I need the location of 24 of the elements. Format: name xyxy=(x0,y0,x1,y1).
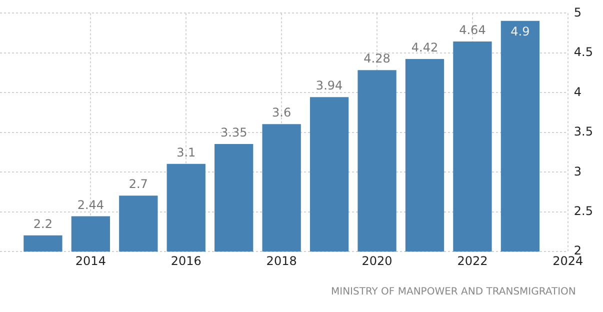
x-tick-label: 2022 xyxy=(457,254,488,268)
data-label: 4.28 xyxy=(364,52,390,66)
data-label: 2.7 xyxy=(128,177,148,192)
data-label: 4.64 xyxy=(459,22,486,37)
data-label: 3.35 xyxy=(220,125,248,140)
x-tick-label: 2014 xyxy=(75,254,106,268)
data-label: 4.9 xyxy=(510,24,530,38)
y-tick-label: 3 xyxy=(574,164,582,178)
data-label: 4.42 xyxy=(411,40,438,54)
text: MINISTRY OF MANPOWER AND TRANSMIGRATION xyxy=(330,286,576,298)
data-label: 2.44 xyxy=(77,198,104,212)
x-tick-label: 2024 xyxy=(552,254,584,268)
data-label: 3.94 xyxy=(316,78,343,93)
y-tick-label: 5 xyxy=(574,5,582,20)
data-label: 3.6 xyxy=(272,106,292,120)
x-tick-label: 2020 xyxy=(362,254,392,268)
y-tick-label: 2.5 xyxy=(574,204,594,218)
y-tick-label: 3.5 xyxy=(574,124,594,139)
x-tick-label: 2016 xyxy=(170,254,202,268)
x-tick-label: 2018 xyxy=(266,254,297,268)
y-tick-label: 4 xyxy=(574,84,582,99)
data-label: 3.1 xyxy=(176,145,196,160)
data-label: 2.2 xyxy=(33,216,52,231)
y-tick-label: 4.5 xyxy=(574,45,594,60)
